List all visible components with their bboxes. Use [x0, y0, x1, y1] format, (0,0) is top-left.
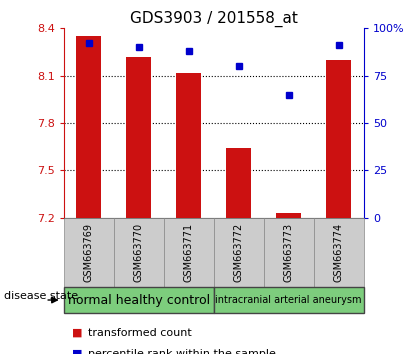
Text: ■: ■: [72, 328, 83, 338]
Bar: [176, 73, 201, 218]
Text: GSM663774: GSM663774: [334, 223, 344, 282]
Bar: [76, 36, 101, 218]
Text: GSM663769: GSM663769: [84, 223, 94, 282]
Bar: [126, 57, 151, 218]
Text: percentile rank within the sample: percentile rank within the sample: [88, 349, 276, 354]
Text: normal healthy control: normal healthy control: [68, 293, 210, 307]
Text: transformed count: transformed count: [88, 328, 192, 338]
Bar: [276, 213, 301, 218]
Text: disease state: disease state: [4, 291, 78, 302]
Text: ■: ■: [72, 349, 83, 354]
Text: GSM663771: GSM663771: [184, 223, 194, 282]
Text: intracranial arterial aneurysm: intracranial arterial aneurysm: [215, 295, 362, 305]
Title: GDS3903 / 201558_at: GDS3903 / 201558_at: [130, 11, 298, 27]
Text: GSM663770: GSM663770: [134, 223, 144, 282]
Bar: [226, 148, 251, 218]
Text: GSM663772: GSM663772: [234, 223, 244, 282]
Bar: [326, 60, 351, 218]
Text: GSM663773: GSM663773: [284, 223, 294, 282]
